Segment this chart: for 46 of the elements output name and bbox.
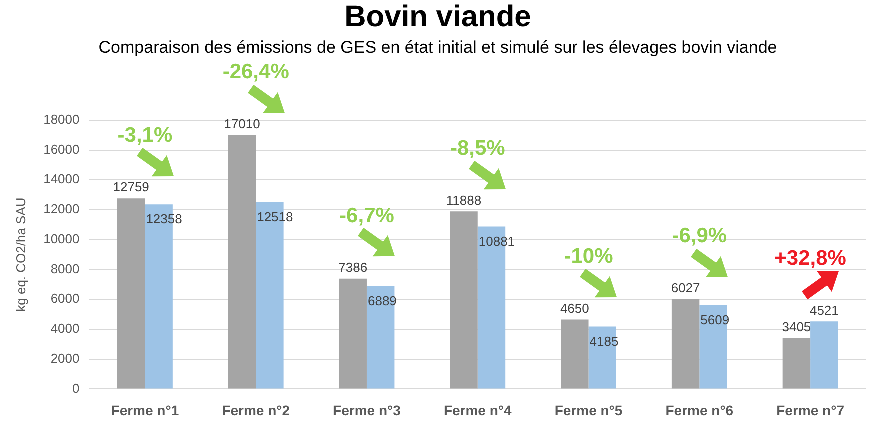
data-label: 6889 <box>368 293 397 308</box>
data-label: 7386 <box>338 260 368 275</box>
bar <box>450 212 478 389</box>
annotation: -6,9% <box>672 224 728 248</box>
y-tick-label: 6000 <box>50 291 80 306</box>
x-tick-label: Ferme n°5 <box>554 402 623 418</box>
data-label: 4650 <box>560 300 590 316</box>
chart-subtitle: Comparaison des émissions de GES en état initial et simulé sur les élevages bovin viande <box>98 38 778 57</box>
x-tick-label: Ferme n°7 <box>776 402 845 418</box>
annotation: -3,1% <box>118 124 173 148</box>
y-tick-label: 10000 <box>44 231 80 246</box>
annotation: -6,7% <box>340 204 395 228</box>
bar <box>810 322 838 389</box>
data-label: 17010 <box>224 116 260 132</box>
data-label: 3405 <box>782 319 812 334</box>
data-label: 11888 <box>446 192 482 208</box>
x-tick-label: Ferme n°4 <box>444 402 512 418</box>
data-label: 12759 <box>113 180 150 195</box>
annotation: -10% <box>564 245 614 268</box>
bar <box>366 286 395 389</box>
y-tick-label: 2000 <box>50 350 80 366</box>
data-label: 6027 <box>671 280 700 296</box>
bar <box>672 299 700 389</box>
y-axis-title: kg eq. CO2/ha SAU <box>13 198 28 312</box>
text: -26,4% <box>222 60 290 84</box>
bar <box>228 135 256 389</box>
x-tick-label: Ferme n°3 <box>333 402 402 418</box>
annotation: -8,5% <box>450 137 506 160</box>
y-tick-label: 14000 <box>44 172 80 187</box>
x-tick-label: Ferme n°1 <box>111 402 180 418</box>
y-tick-label: 16000 <box>44 142 80 157</box>
bar <box>117 198 146 389</box>
x-tick-label: Ferme n°6 <box>666 402 734 418</box>
data-label: 4521 <box>810 302 839 318</box>
bar <box>782 338 811 389</box>
data-label: 10881 <box>478 234 516 249</box>
x-tick-label: Ferme n°2 <box>222 402 290 418</box>
y-tick-label: 18000 <box>44 112 80 127</box>
chart-title: Bovin viande <box>344 0 532 34</box>
y-tick-label: 8000 <box>50 261 80 276</box>
y-tick-label: 0 <box>72 380 80 396</box>
y-tick-label: 4000 <box>50 321 80 336</box>
bar <box>339 278 367 389</box>
bar <box>561 320 589 389</box>
y-tick-label: 12000 <box>44 202 80 217</box>
annotation: +32,8% <box>774 247 847 270</box>
